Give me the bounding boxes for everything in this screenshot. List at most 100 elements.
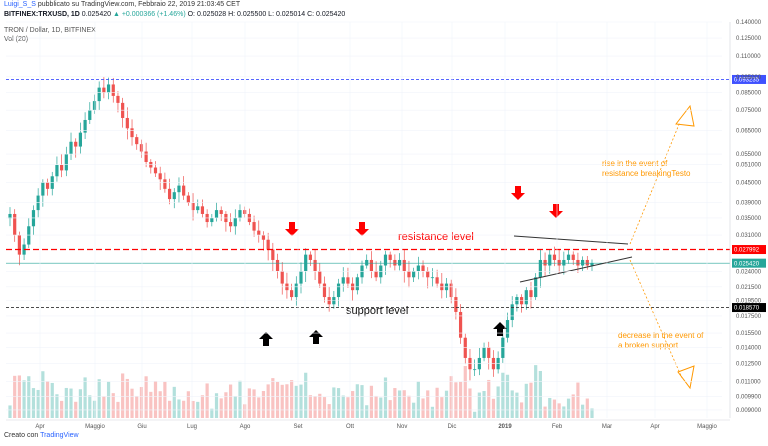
candle-body [243,210,247,214]
last-price: 0.025420 [81,11,111,18]
volume-bar [477,392,481,418]
volume-bar [55,394,59,418]
red-arrow-down-icon [511,186,525,200]
price-label-bg [732,303,766,313]
candle-body [308,254,312,260]
price-tick-label: 0.035000 [736,216,762,222]
volume-bar [515,392,519,418]
price-tick-label: 0.024000 [736,269,762,275]
candle-body [388,254,392,260]
candle-body [210,217,214,223]
volume-indicator: Vol (20) [4,36,29,43]
down-triangle-icon [677,365,695,390]
price-label: 0.025420 [734,261,760,267]
candle-body [153,167,158,174]
volume-bar [219,398,223,418]
volume-bar [529,382,533,418]
black-arrow-up-icon [309,330,323,344]
fall-projection [629,259,683,379]
candle-body [369,259,374,272]
candle-body [45,182,50,189]
price-tick-label: 0.017500 [736,314,762,320]
candle-body [313,259,317,272]
volume-bar [45,381,50,418]
candle-body [177,185,181,193]
volume-bar [454,382,458,418]
candle-body [393,259,397,266]
volume-bar [200,395,205,418]
price-tick-label: 0.009000 [736,408,762,414]
candle-body [538,259,542,278]
volume-bar [13,375,17,418]
price-tick-label: 0.110000 [736,54,761,60]
volume-bar [491,398,496,418]
candle-body [139,144,144,152]
volume-bar [121,373,125,418]
candle-body [402,259,406,272]
candle-body [280,271,284,284]
volume-bar [351,391,355,418]
candle-body [421,265,425,272]
volume-bar [252,389,256,418]
candle-body [341,277,345,284]
candle-body [412,271,416,278]
candle-body [566,254,571,260]
candle-body [261,235,266,240]
candle-body [458,311,463,338]
volume-bar [83,377,87,418]
volume-bar [510,390,514,418]
volume-bar [271,378,275,418]
candle-body [17,235,21,255]
triangle-lower [519,256,633,283]
author-link[interactable]: Luigi_S_S [4,1,36,8]
price-tick-label: 0.012500 [736,361,762,367]
volume-bar [92,400,97,418]
candle-body [552,254,557,260]
candle-body [543,259,547,266]
volume-bar [482,391,486,418]
candle-body [294,283,298,298]
volume-bar [139,387,144,418]
volume-bar [125,378,129,418]
price-change: ▲ +0.000366 (+1.46%) [112,11,186,18]
volume-bar [299,384,303,418]
candle-body [78,132,83,147]
candle-body [163,179,167,189]
volume-bar [266,384,270,418]
candle-body [275,259,280,272]
time-tick-label: Lug [187,424,197,430]
candle-body [144,151,148,162]
volume-bar [336,388,341,418]
time-tick-label: Maggio [85,424,105,430]
volume-bar [388,400,392,418]
volume-bar [285,384,289,418]
time-tick-label: Nov [397,424,408,430]
volume-bar [440,397,444,418]
publish-info: Luigi_S_S pubblicato su TradingView.com,… [4,1,240,8]
volume-bar [294,385,298,418]
annotations: resistance level support level rise in the… [259,159,704,350]
price-tick-label: 0.085000 [736,91,762,97]
volume-bar [304,372,308,418]
volume-bar [50,382,54,418]
candle-body [473,369,477,371]
time-tick-label: Feb [552,424,563,430]
candle-body [416,265,420,272]
volume-bar [426,390,430,418]
volume-bar [163,381,167,418]
volume-bar [228,384,233,418]
tradingview-logo-link[interactable]: TradingView [40,432,79,439]
volume-bar [182,400,186,418]
volume-bar [8,405,12,418]
volume-bar [534,365,538,418]
volume-bar [177,399,181,418]
volume-bar [224,392,228,418]
volume-bar [496,386,500,418]
volume-bar [210,408,214,418]
volume-bar [585,398,589,418]
candle-body [581,259,585,266]
volume-bar [22,380,26,418]
volume-bar [247,388,251,418]
candle-body [346,277,350,284]
